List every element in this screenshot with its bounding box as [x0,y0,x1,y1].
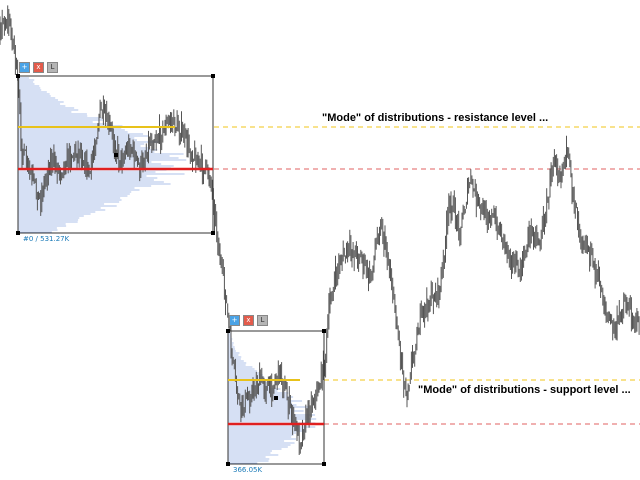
box1-volume-label: #0 / 531.27K [23,235,70,243]
volume-profile-1 [18,77,187,233]
resistance-annotation: "Mode" of distributions - resistance lev… [322,112,549,124]
profile-box-2 [227,330,325,465]
box2-volume-label: 366.05K [233,466,263,474]
resize-handle [322,329,326,333]
resize-handle [226,462,230,466]
lock-icon[interactable]: L [257,315,268,326]
expand-icon[interactable]: + [19,62,30,73]
center-handle [274,396,278,400]
expand-icon[interactable]: + [229,315,240,326]
profile-box-1 [17,75,214,234]
box2-controls: + x L [229,315,268,326]
lock-icon[interactable]: L [47,62,58,73]
resize-handle [322,462,326,466]
resize-handle [211,231,215,235]
support-annotation: "Mode" of distributions - support level … [418,384,631,396]
price-series [0,5,640,455]
resize-handle [16,231,20,235]
close-icon[interactable]: x [33,62,44,73]
box1-controls: + x L [19,62,58,73]
center-handle [114,153,118,157]
resize-handle [211,74,215,78]
close-icon[interactable]: x [243,315,254,326]
resize-handle [16,74,20,78]
resize-handle [226,329,230,333]
